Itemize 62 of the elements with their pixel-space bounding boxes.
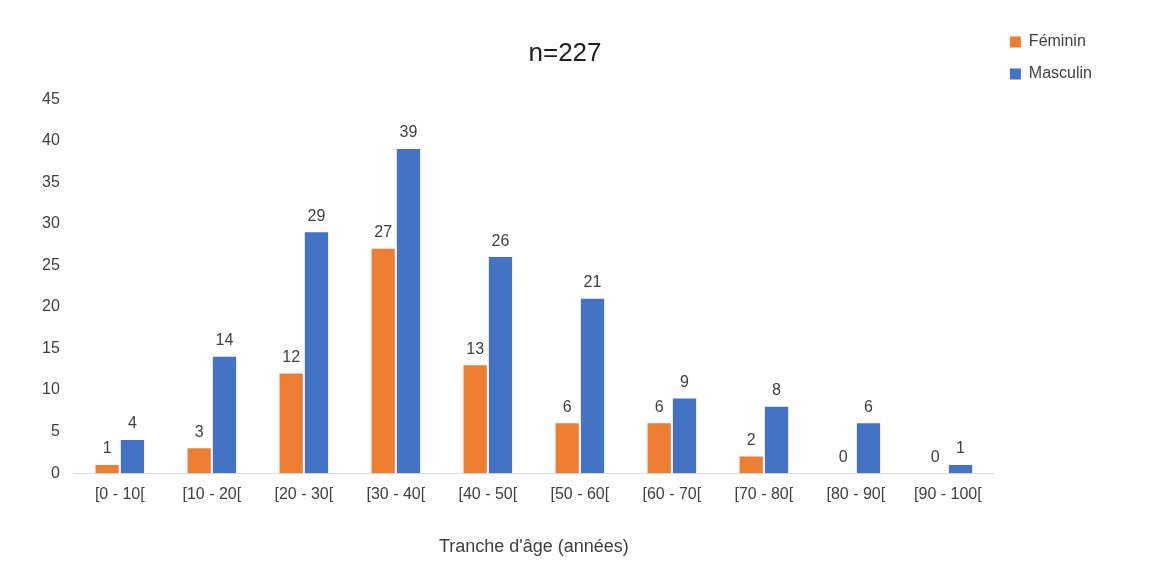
data-label: 9 <box>680 372 690 390</box>
y-tick-label: 30 <box>42 214 60 232</box>
y-tick-label: 45 <box>42 89 60 107</box>
bar <box>948 464 973 474</box>
bar <box>304 232 329 474</box>
bar <box>580 298 605 474</box>
data-label: 4 <box>128 414 137 432</box>
bar <box>764 406 789 474</box>
x-tick-label: [60 - 70[ <box>642 485 702 503</box>
x-tick-label: [30 - 40[ <box>366 485 426 503</box>
bar <box>120 439 145 474</box>
bar <box>647 423 671 474</box>
data-label: 26 <box>491 231 510 249</box>
x-tick-label: [0 - 10[ <box>94 485 146 503</box>
x-tick-label: [50 - 60[ <box>550 485 610 503</box>
data-label: 6 <box>864 397 874 415</box>
x-tick-label: [40 - 50[ <box>458 485 518 503</box>
x-axis-title: Tranche d'âge (années) <box>438 536 629 557</box>
bar <box>187 448 211 474</box>
x-tick-label: [90 - 100[ <box>914 485 983 503</box>
data-label: 12 <box>282 347 301 365</box>
bar <box>555 423 579 474</box>
y-tick-label: 0 <box>50 463 60 481</box>
x-tick-label: [20 - 30[ <box>274 485 334 503</box>
legend-label: Féminin <box>1028 32 1086 50</box>
bar <box>212 356 237 474</box>
x-tick-label: [70 - 80[ <box>734 485 794 503</box>
x-tick-label: [80 - 90[ <box>826 485 886 503</box>
bar <box>463 365 487 474</box>
data-label: 3 <box>194 422 204 440</box>
data-label: 1 <box>956 439 966 457</box>
y-tick-label: 5 <box>50 422 60 440</box>
bar <box>371 248 395 474</box>
bar <box>396 149 421 474</box>
y-tick-label: 20 <box>42 297 60 315</box>
data-label: 14 <box>215 331 234 349</box>
data-label: 8 <box>772 381 782 399</box>
bar <box>672 398 697 474</box>
data-label: 0 <box>838 447 848 465</box>
data-label: 21 <box>583 273 602 291</box>
bar <box>488 257 513 474</box>
y-tick-label: 15 <box>42 338 60 356</box>
chart-title: n=227 <box>528 36 602 67</box>
bar <box>856 423 881 474</box>
data-label: 27 <box>374 223 393 241</box>
data-label: 2 <box>746 430 756 448</box>
data-label: 6 <box>654 397 664 415</box>
bar <box>279 373 303 474</box>
y-tick-label: 35 <box>42 172 60 190</box>
x-tick-label: [10 - 20[ <box>182 485 242 503</box>
data-label: 29 <box>307 206 326 224</box>
data-label: 0 <box>930 447 940 465</box>
data-label: 6 <box>562 397 572 415</box>
data-label: 13 <box>466 339 485 357</box>
y-tick-label: 25 <box>42 255 60 273</box>
legend-label: Masculin <box>1028 64 1093 82</box>
y-tick-label: 10 <box>42 380 60 398</box>
y-tick-label: 40 <box>42 131 60 149</box>
bar <box>739 456 763 474</box>
data-label: 1 <box>102 439 112 457</box>
bar <box>95 464 119 474</box>
data-label: 39 <box>399 123 418 141</box>
